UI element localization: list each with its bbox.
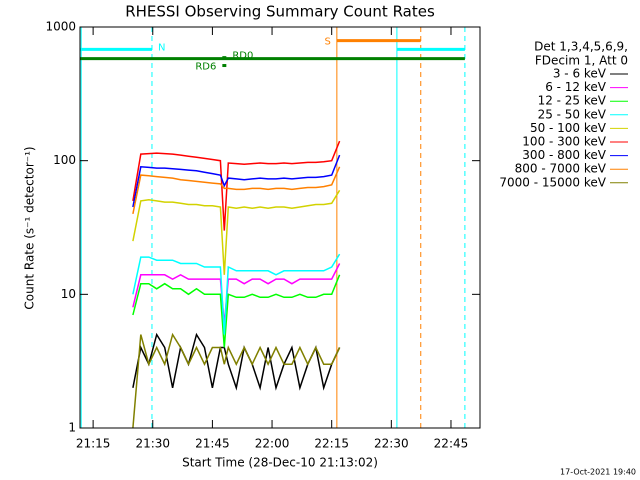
legend-label: 7000 - 15000 keV <box>499 175 606 189</box>
flag-label: RD0 <box>232 51 253 62</box>
legend-label: 6 - 12 keV <box>545 80 607 94</box>
legend-label: 800 - 7000 keV <box>515 162 607 176</box>
legend-label: 50 - 100 keV <box>530 121 607 135</box>
x-tick-label: 22:30 <box>374 437 409 451</box>
legend-label: 100 - 300 keV <box>522 135 606 149</box>
plot-frame <box>79 26 481 429</box>
chart-title: RHESSI Observing Summary Count Rates <box>125 3 435 21</box>
flag-label: RD6 <box>195 62 216 73</box>
legend-label: 12 - 25 keV <box>538 94 607 108</box>
series-line <box>132 189 341 275</box>
x-tick-label: 21:45 <box>195 437 230 451</box>
series-line <box>132 263 341 325</box>
legend-header: FDecim 1, Att 0 <box>535 54 628 68</box>
x-tick-label: 22:15 <box>314 437 349 451</box>
series-line <box>132 154 341 208</box>
y-axis-label: Count Rate (s⁻¹ detector⁻¹) <box>23 146 37 309</box>
y-tick-label: 1000 <box>45 20 76 34</box>
x-axis-label: Start Time (28-Dec-10 21:13:02) <box>182 456 378 470</box>
series-line <box>132 166 341 215</box>
series-line <box>132 332 341 391</box>
footer-date: 17-Oct-2021 19:40 <box>560 468 636 477</box>
x-tick-label: 22:45 <box>434 437 469 451</box>
series-line <box>132 140 341 231</box>
series-line <box>132 253 341 335</box>
y-tick-label: 10 <box>61 287 76 301</box>
x-tick-label: 21:15 <box>76 437 111 451</box>
y-tick-label: 100 <box>53 153 76 167</box>
legend-header: Det 1,3,4,5,6,9, <box>534 40 628 54</box>
legend-label: 300 - 800 keV <box>522 148 606 162</box>
legend-label: 3 - 6 keV <box>553 67 607 81</box>
y-tick-label: 1 <box>68 421 76 435</box>
legend-label: 25 - 50 keV <box>538 107 607 121</box>
flag-label: S <box>324 37 330 48</box>
series-line <box>132 274 341 348</box>
x-tick-label: 22:00 <box>255 437 290 451</box>
flag-label: N <box>158 42 165 53</box>
series-line <box>132 332 341 429</box>
x-tick-label: 21:30 <box>135 437 170 451</box>
